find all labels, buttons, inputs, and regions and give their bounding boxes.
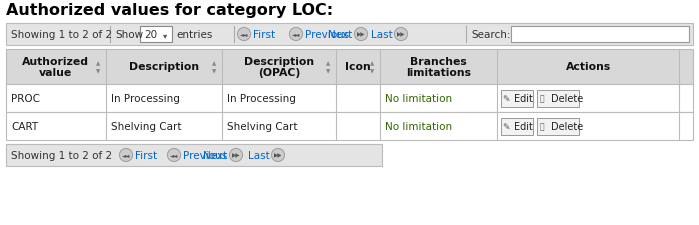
Text: No limitation: No limitation [385, 94, 452, 104]
Text: Authorized
value: Authorized value [22, 56, 89, 78]
Bar [6, 50, 693, 85]
Bar [538, 90, 579, 107]
Text: Description
(OPAC): Description (OPAC) [244, 56, 314, 78]
Text: Previous: Previous [183, 150, 227, 160]
Bar [501, 90, 533, 107]
Text: ▼: ▼ [96, 69, 100, 74]
Text: ▼: ▼ [326, 69, 330, 74]
Text: ✎: ✎ [503, 122, 510, 131]
Text: ▲: ▲ [96, 61, 100, 66]
Text: Branches
limitations: Branches limitations [406, 56, 471, 78]
Text: 20: 20 [144, 30, 157, 40]
Text: ▼: ▼ [212, 69, 217, 74]
Text: ▶▶: ▶▶ [232, 153, 240, 158]
Bar [538, 118, 579, 135]
Text: In Processing: In Processing [227, 94, 296, 104]
Text: ▶▶: ▶▶ [397, 32, 405, 37]
Text: In Processing: In Processing [110, 94, 180, 104]
Text: Next: Next [203, 150, 227, 160]
Text: Previous: Previous [305, 30, 350, 40]
Text: CART: CART [11, 122, 38, 131]
Circle shape [394, 28, 408, 41]
Circle shape [238, 28, 250, 41]
Text: Next: Next [328, 30, 352, 40]
Circle shape [271, 149, 284, 162]
Text: Description: Description [129, 62, 199, 72]
Text: Icon: Icon [345, 62, 371, 72]
Text: Shelving Cart: Shelving Cart [227, 122, 298, 131]
Text: ▾: ▾ [163, 31, 167, 40]
Text: No limitation: No limitation [385, 122, 452, 131]
Text: Last: Last [248, 150, 270, 160]
Text: ▲: ▲ [370, 61, 375, 66]
Bar [6, 85, 693, 112]
Text: ◄◄: ◄◄ [291, 32, 301, 37]
Text: ▶▶: ▶▶ [274, 153, 282, 158]
Bar [511, 27, 689, 43]
Text: Edit: Edit [514, 94, 533, 104]
Text: Delete: Delete [552, 122, 584, 131]
Text: Search:: Search: [471, 30, 510, 40]
Circle shape [289, 28, 303, 41]
Text: PROC: PROC [11, 94, 40, 104]
Bar [501, 118, 533, 135]
Text: Delete: Delete [552, 94, 584, 104]
Text: Showing 1 to 2 of 2: Showing 1 to 2 of 2 [11, 30, 112, 40]
Bar [6, 24, 693, 46]
Text: ◄◄: ◄◄ [240, 32, 248, 37]
Text: entries: entries [176, 30, 212, 40]
Text: ◄◄: ◄◄ [122, 153, 130, 158]
Bar [6, 112, 693, 140]
Text: 🗑: 🗑 [540, 122, 545, 131]
Text: ▲: ▲ [212, 61, 217, 66]
Text: Authorized values for category LOC:: Authorized values for category LOC: [6, 3, 333, 18]
Circle shape [229, 149, 243, 162]
Text: Show: Show [115, 30, 143, 40]
Text: ▶▶: ▶▶ [356, 32, 366, 37]
Text: 🗑: 🗑 [540, 94, 545, 103]
Text: ◄◄: ◄◄ [170, 153, 178, 158]
Text: Showing 1 to 2 of 2: Showing 1 to 2 of 2 [11, 150, 112, 160]
Circle shape [354, 28, 368, 41]
Text: First: First [135, 150, 157, 160]
Circle shape [120, 149, 133, 162]
Text: ▲: ▲ [326, 61, 330, 66]
Text: Last: Last [371, 30, 393, 40]
Circle shape [168, 149, 180, 162]
Text: ✎: ✎ [503, 94, 510, 103]
Text: Actions: Actions [565, 62, 611, 72]
Bar [140, 27, 172, 43]
Text: Shelving Cart: Shelving Cart [110, 122, 181, 131]
Bar [6, 144, 382, 166]
Text: ▼: ▼ [370, 69, 375, 74]
Text: First: First [253, 30, 275, 40]
Text: Edit: Edit [514, 122, 533, 131]
